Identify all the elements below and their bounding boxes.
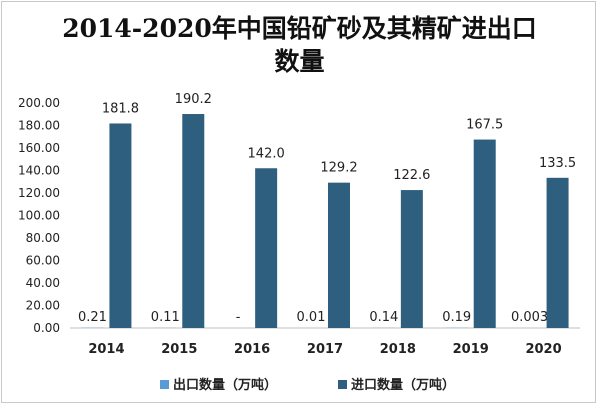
bar-import-2015: [182, 114, 205, 329]
bar-import-2016: [255, 168, 278, 328]
bar-import-2018: [400, 190, 423, 328]
x-tick-label-2018: 2018: [380, 342, 416, 357]
data-label-import-2019: 167.5: [466, 118, 503, 133]
y-tick-label-6: 120.00: [18, 186, 60, 200]
data-label-import-2018: 122.6: [393, 168, 430, 183]
bar-import-2014: [109, 123, 132, 328]
y-tick-label-3: 60.00: [26, 254, 60, 268]
data-label-export-2016: -: [236, 310, 241, 325]
y-tick-label-8: 160.00: [18, 141, 60, 155]
x-tick-label-2019: 2019: [453, 342, 489, 357]
legend-label-export: 出口数量（万吨）: [173, 377, 277, 393]
bar-import-2019: [473, 139, 496, 328]
data-label-import-2015: 190.2: [175, 92, 212, 107]
data-label-import-2016: 142.0: [248, 146, 285, 161]
legend-label-import: 进口数量（万吨）: [351, 377, 455, 393]
data-label-export-2019: 0.19: [442, 310, 471, 325]
y-tick-label-2: 40.00: [26, 276, 60, 290]
chart-title-line-1: 2014-2020年中国铅矿砂及其精矿进出口: [62, 14, 537, 43]
data-label-export-2015: 0.11: [151, 310, 180, 325]
data-label-import-2020: 133.5: [539, 156, 576, 171]
legend-swatch-export: [160, 380, 169, 389]
bar-import-2017: [328, 182, 350, 328]
legend-swatch-import: [338, 380, 347, 389]
y-tick-label-10: 200.00: [18, 96, 60, 110]
x-tick-label-2020: 2020: [525, 342, 561, 357]
data-label-export-2020: 0.003: [511, 310, 548, 325]
y-tick-label-1: 20.00: [26, 299, 60, 313]
x-tick-label-2014: 2014: [88, 342, 124, 357]
data-label-import-2014: 181.8: [102, 101, 139, 116]
x-tick-label-2017: 2017: [307, 342, 343, 357]
data-label-export-2017: 0.01: [297, 310, 326, 325]
x-tick-label-2016: 2016: [234, 342, 270, 357]
data-label-export-2018: 0.14: [369, 310, 398, 325]
y-tick-label-7: 140.00: [18, 164, 60, 178]
chart-title-line-2: 数量: [274, 47, 325, 76]
bar-import-2020: [546, 177, 569, 328]
y-tick-label-4: 80.00: [26, 231, 60, 245]
data-label-import-2017: 129.2: [320, 161, 357, 176]
y-tick-label-5: 100.00: [18, 209, 60, 223]
y-tick-label-0: 0.00: [33, 321, 60, 335]
data-label-export-2014: 0.21: [78, 310, 107, 325]
chart-title: 2014-2020年中国铅矿砂及其精矿进出口 数量: [0, 12, 599, 78]
x-tick-label-2015: 2015: [161, 342, 197, 357]
y-tick-label-9: 180.00: [18, 119, 60, 133]
